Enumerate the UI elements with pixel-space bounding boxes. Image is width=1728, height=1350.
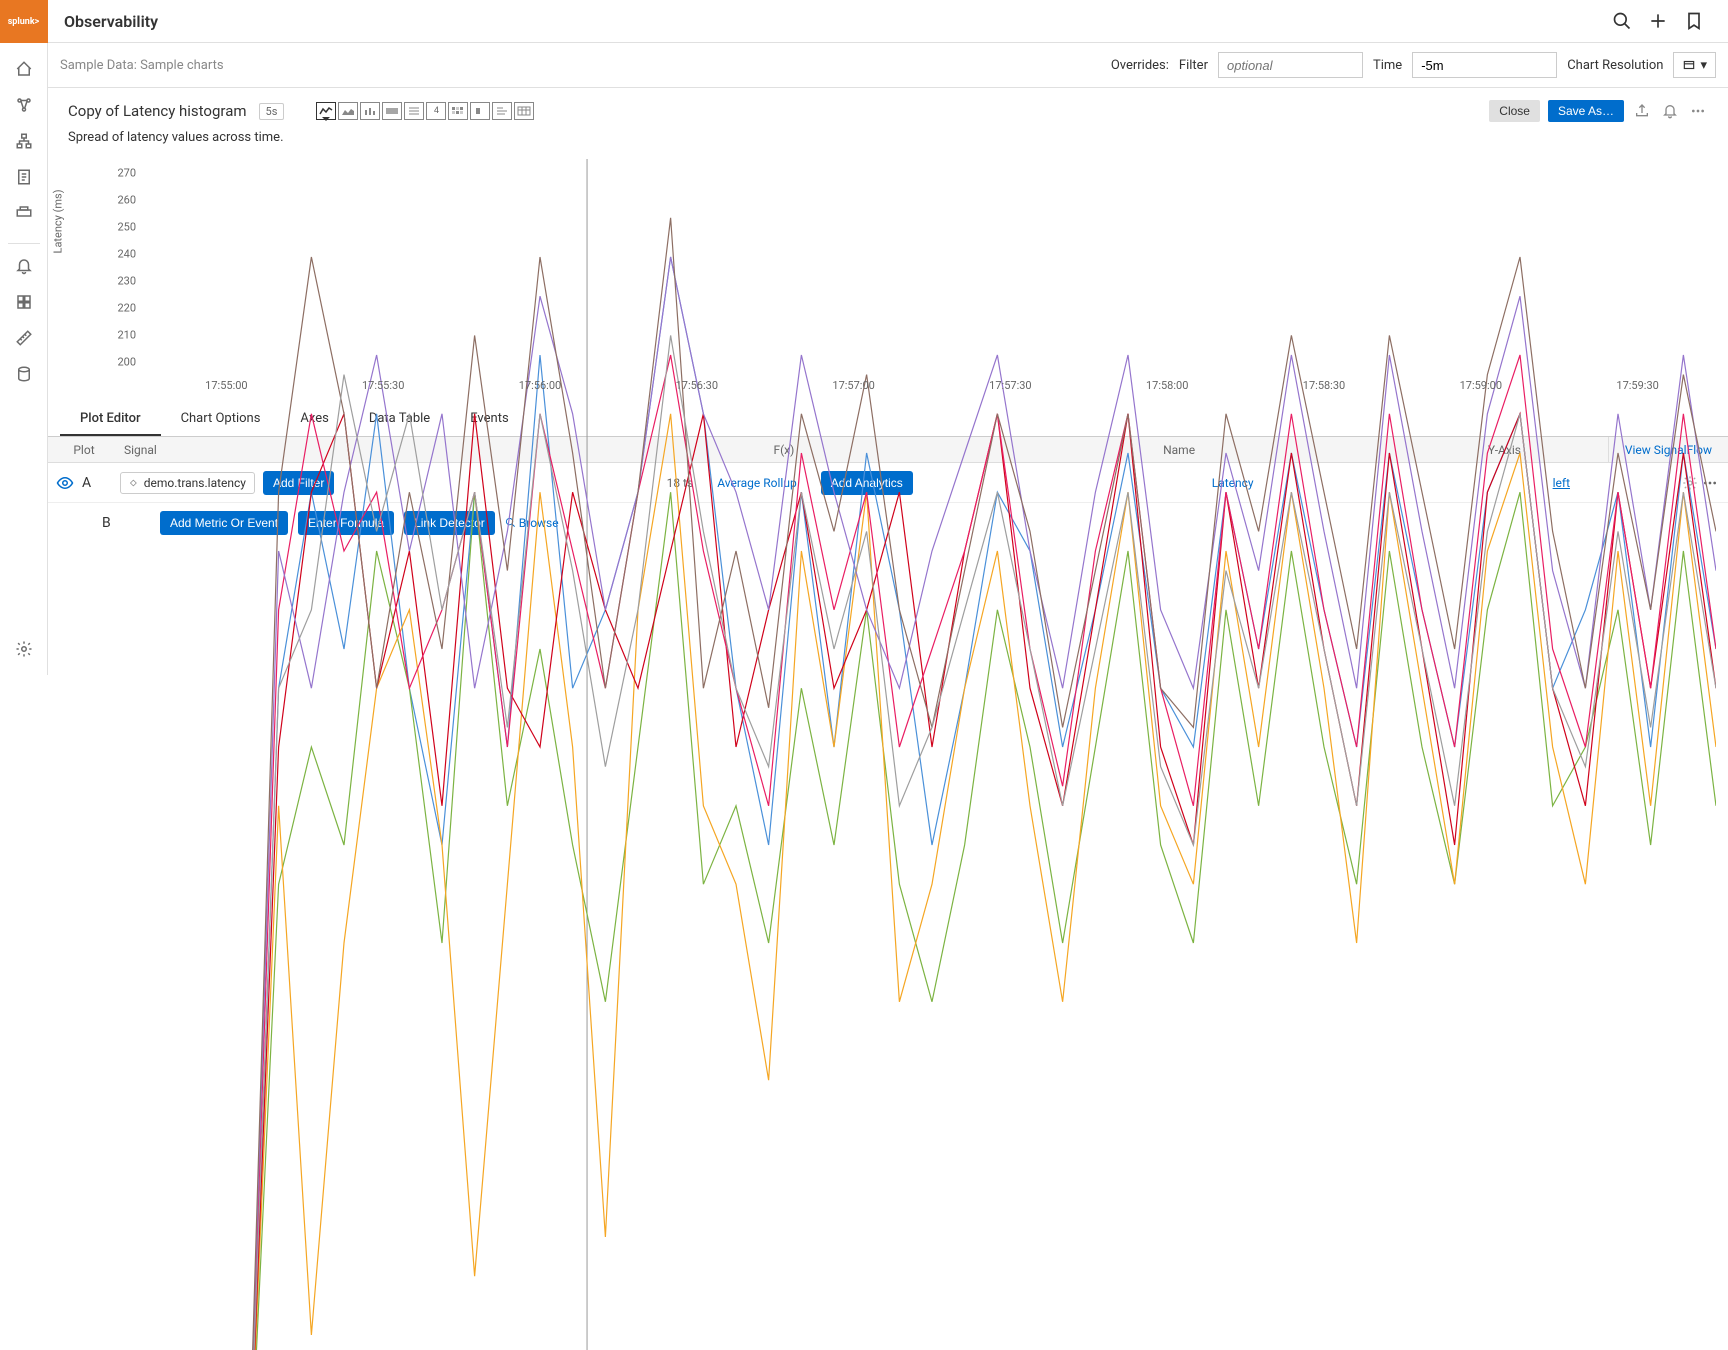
save-as-button[interactable]: Save As… (1548, 100, 1624, 122)
x-tick: 17:59:00 (1460, 379, 1502, 392)
filter-input[interactable] (1218, 52, 1363, 78)
chart-description: Spread of latency values across time. (48, 130, 1728, 151)
y-tick: 270 (117, 166, 136, 179)
close-button[interactable]: Close (1489, 100, 1540, 122)
plus-icon[interactable] (1640, 3, 1676, 39)
y-tick: 230 (117, 274, 136, 287)
vis-text-icon[interactable] (492, 102, 512, 120)
x-tick: 17:58:30 (1303, 379, 1345, 392)
top-bar: Observability (48, 0, 1728, 43)
sub-bar: Sample Data: Sample charts Overrides: Fi… (48, 43, 1728, 88)
visibility-toggle-icon[interactable] (48, 474, 82, 492)
tab-plot-editor[interactable]: Plot Editor (60, 403, 161, 436)
vis-area-icon[interactable] (338, 102, 358, 120)
y-tick: 200 (117, 355, 136, 368)
plot-letter-a: A (82, 475, 102, 491)
vis-list-icon[interactable] (404, 102, 424, 120)
overrides-label: Overrides: (1111, 58, 1169, 73)
bookmark-icon[interactable] (1676, 3, 1712, 39)
x-tick: 17:58:00 (1146, 379, 1188, 392)
logo[interactable]: splunk> (0, 0, 48, 43)
filter-label: Filter (1179, 58, 1208, 73)
y-axis-label: Latency (ms) (52, 189, 65, 253)
nav-grid-icon[interactable] (0, 284, 48, 320)
x-tick: 17:57:30 (989, 379, 1031, 392)
breadcrumb: Sample Data: Sample charts (60, 58, 224, 73)
refresh-chip: 5s (259, 103, 285, 120)
nav-tree-icon[interactable] (0, 123, 48, 159)
x-tick: 17:55:30 (362, 379, 404, 392)
nav-settings-icon[interactable] (0, 631, 48, 667)
y-tick: 260 (117, 193, 136, 206)
nav-doc-icon[interactable] (0, 159, 48, 195)
vis-line-icon[interactable] (316, 102, 336, 120)
line-chart[interactable] (148, 159, 1716, 1350)
chart-area: Latency (ms) 200210220230240250260270 17… (108, 159, 1716, 399)
chart-title: Copy of Latency histogram (68, 102, 247, 120)
left-nav: splunk> (0, 0, 48, 675)
y-tick: 240 (117, 247, 136, 260)
x-tick: 17:56:00 (519, 379, 561, 392)
x-tick: 17:56:30 (676, 379, 718, 392)
y-tick: 220 (117, 301, 136, 314)
more-icon[interactable] (1688, 101, 1708, 121)
resolution-label: Chart Resolution (1567, 58, 1663, 73)
time-input[interactable] (1412, 52, 1557, 78)
app-title: Observability (64, 12, 158, 31)
nav-home-icon[interactable] (0, 51, 48, 87)
y-tick: 210 (117, 328, 136, 341)
nav-db-icon[interactable] (0, 356, 48, 392)
nav-server-icon[interactable] (0, 195, 48, 231)
resolution-dropdown[interactable]: ▾ (1673, 52, 1716, 78)
vis-bar-icon[interactable] (360, 102, 380, 120)
nav-bell-icon[interactable] (0, 248, 48, 284)
chart-header: Copy of Latency histogram 5s 4 Close Sav… (48, 88, 1728, 130)
y-tick: 250 (117, 220, 136, 233)
col-plot: Plot (48, 443, 120, 457)
time-label: Time (1373, 58, 1402, 73)
search-icon[interactable] (1604, 3, 1640, 39)
x-tick: 17:59:30 (1616, 379, 1658, 392)
vis-table-icon[interactable] (514, 102, 534, 120)
share-icon[interactable] (1632, 101, 1652, 121)
vis-number-icon[interactable]: 4 (426, 102, 446, 120)
nav-network-icon[interactable] (0, 87, 48, 123)
vis-type-selector: 4 (316, 102, 534, 120)
x-tick: 17:57:00 (832, 379, 874, 392)
vis-stacked-icon[interactable] (382, 102, 402, 120)
nav-ruler-icon[interactable] (0, 320, 48, 356)
vis-single-icon[interactable] (470, 102, 490, 120)
tag-icon (129, 477, 138, 489)
x-tick: 17:55:00 (205, 379, 247, 392)
alert-bell-icon[interactable] (1660, 101, 1680, 121)
vis-heatmap-icon[interactable] (448, 102, 468, 120)
plot-letter-b: B (102, 515, 122, 531)
